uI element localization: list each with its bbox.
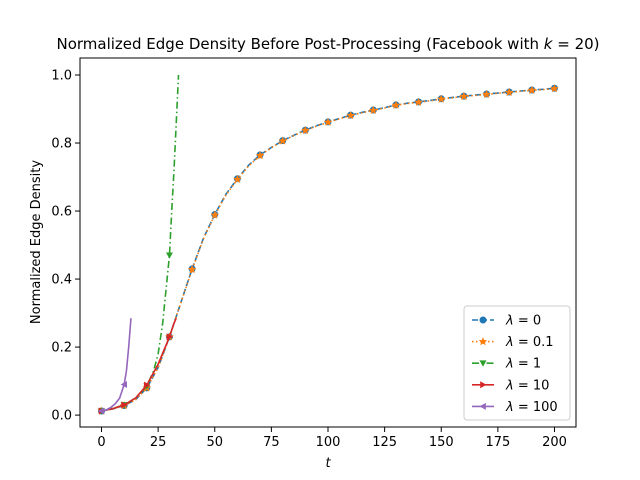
legend-marker bbox=[480, 381, 487, 389]
x-tick-label: 25 bbox=[150, 435, 167, 450]
data-point bbox=[323, 117, 333, 126]
x-tick-label: 75 bbox=[263, 435, 280, 450]
legend-label: λ = 1 bbox=[505, 357, 541, 372]
y-tick-label: 0.8 bbox=[51, 137, 72, 152]
data-point bbox=[550, 84, 559, 93]
legend: λ = 0 λ = 0.1 λ = 1 λ = 10 λ = 100 bbox=[463, 305, 571, 421]
data-point bbox=[482, 89, 491, 99]
data-point bbox=[166, 333, 173, 341]
legend-label: λ = 10 bbox=[505, 378, 549, 393]
ticks-layer: 0 25 50 75 100 125 150 175 200 0.0 0.2 0.4 0.6 0.8 1.0 bbox=[51, 69, 567, 450]
legend-item: λ = 10 bbox=[472, 378, 549, 393]
data-point bbox=[187, 265, 197, 274]
data-point bbox=[121, 401, 128, 409]
legend-label: λ = 100 bbox=[505, 400, 558, 415]
x-tick-label: 175 bbox=[485, 435, 510, 450]
series-3 bbox=[98, 317, 177, 415]
legend-label: λ = 0 bbox=[505, 314, 541, 329]
x-tick-label: 125 bbox=[372, 435, 397, 450]
data-point bbox=[369, 105, 378, 115]
legend-item: λ = 0 bbox=[472, 314, 541, 329]
legend-marker bbox=[479, 360, 487, 367]
x-tick-label: 200 bbox=[542, 435, 567, 450]
x-axis-label: t bbox=[325, 456, 331, 471]
x-tick-label: 50 bbox=[206, 435, 223, 450]
data-point bbox=[278, 136, 287, 145]
plot-frame bbox=[79, 57, 577, 428]
legend-marker bbox=[479, 316, 487, 324]
legend-label: λ = 0.1 bbox=[505, 335, 554, 350]
data-point bbox=[120, 380, 127, 388]
y-axis-label: Normalized Edge Density bbox=[29, 160, 44, 324]
data-point bbox=[527, 85, 537, 94]
data-point bbox=[233, 174, 242, 184]
series-line bbox=[101, 318, 132, 412]
data-point bbox=[436, 94, 446, 103]
data-point bbox=[391, 100, 401, 109]
data-point bbox=[301, 125, 310, 135]
data-point bbox=[144, 381, 151, 389]
x-tick-label: 0 bbox=[97, 435, 105, 450]
series-line bbox=[101, 87, 555, 412]
x-tick-label: 100 bbox=[316, 435, 341, 450]
legend-item: λ = 1 bbox=[472, 357, 541, 372]
data-point bbox=[459, 91, 469, 101]
series-4 bbox=[98, 318, 132, 415]
data-point bbox=[210, 210, 220, 219]
legend-item: λ = 0.1 bbox=[472, 335, 554, 350]
series-line bbox=[101, 74, 180, 412]
legend-marker bbox=[479, 402, 486, 410]
series-layer bbox=[97, 74, 559, 415]
data-point bbox=[504, 87, 514, 96]
y-tick-label: 0.0 bbox=[51, 409, 72, 424]
chart-title: Normalized Edge Density Before Post-Proc… bbox=[56, 35, 599, 53]
data-point bbox=[255, 151, 265, 160]
legend-marker bbox=[478, 337, 488, 346]
data-point bbox=[165, 252, 173, 259]
legend-frame bbox=[463, 305, 571, 421]
data-point bbox=[346, 110, 355, 120]
x-tick-label: 150 bbox=[429, 435, 454, 450]
y-tick-label: 0.6 bbox=[51, 205, 72, 220]
data-point bbox=[98, 407, 105, 415]
legend-item: λ = 100 bbox=[472, 400, 558, 415]
y-tick-label: 0.2 bbox=[51, 341, 72, 356]
y-tick-label: 0.4 bbox=[51, 273, 72, 288]
y-tick-label: 1.0 bbox=[51, 69, 72, 84]
data-point bbox=[414, 97, 423, 106]
